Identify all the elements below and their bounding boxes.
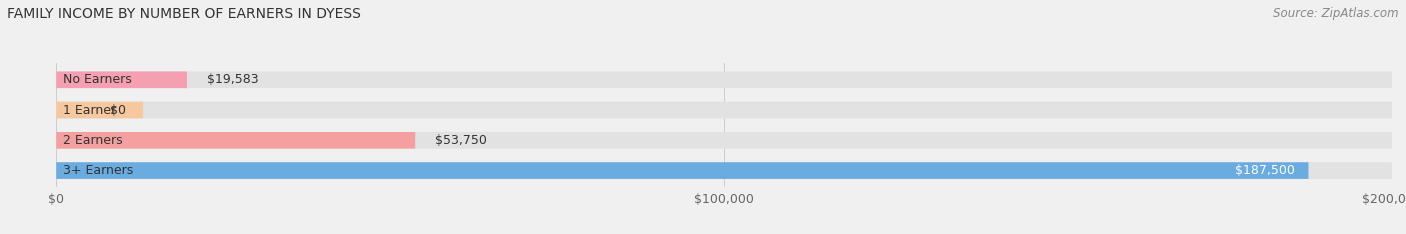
FancyBboxPatch shape [56,132,415,149]
FancyBboxPatch shape [56,72,1392,88]
FancyBboxPatch shape [56,132,1392,149]
Text: $19,583: $19,583 [207,73,259,86]
Text: 1 Earner: 1 Earner [63,104,117,117]
FancyBboxPatch shape [56,102,143,118]
Text: $53,750: $53,750 [436,134,486,147]
FancyBboxPatch shape [56,162,1392,179]
FancyBboxPatch shape [56,162,1309,179]
Text: 2 Earners: 2 Earners [63,134,122,147]
Text: $0: $0 [110,104,125,117]
FancyBboxPatch shape [56,72,187,88]
Text: FAMILY INCOME BY NUMBER OF EARNERS IN DYESS: FAMILY INCOME BY NUMBER OF EARNERS IN DY… [7,7,361,21]
Text: Source: ZipAtlas.com: Source: ZipAtlas.com [1274,7,1399,20]
FancyBboxPatch shape [56,102,1392,118]
Text: No Earners: No Earners [63,73,132,86]
Text: 3+ Earners: 3+ Earners [63,164,134,177]
Text: $187,500: $187,500 [1236,164,1295,177]
